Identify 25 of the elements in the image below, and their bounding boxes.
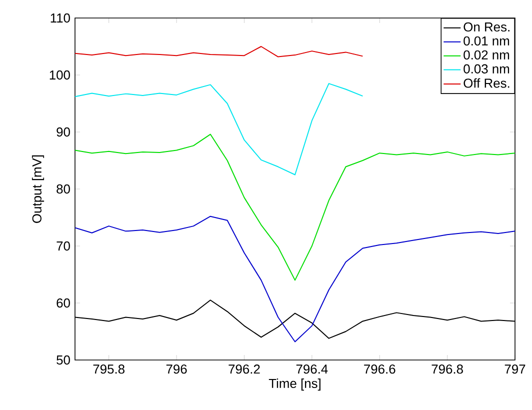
x-tick-label: 797	[504, 364, 526, 374]
legend-label: 0.02 nm	[464, 50, 510, 60]
line-series	[75, 83, 364, 176]
y-axis-title: Output [mV]	[32, 155, 44, 223]
y-tick-label: 100	[50, 70, 70, 80]
line-series	[75, 134, 516, 281]
x-tick-label: 796.4	[296, 364, 328, 374]
y-tick-label: 80	[56, 184, 70, 194]
x-tick-label: 796.8	[432, 364, 463, 374]
y-tick-label: 110	[50, 13, 70, 23]
y-tick-label: 90	[56, 127, 70, 137]
y-tick-label: 60	[56, 298, 70, 308]
x-tick-label: 796	[166, 364, 187, 374]
x-tick-label: 795.8	[93, 364, 124, 374]
x-tick-label: 796.2	[228, 364, 260, 374]
legend-label: 0.01 nm	[464, 36, 510, 46]
line-series	[75, 46, 364, 58]
x-tick-label: 796.6	[364, 364, 396, 374]
x-axis-title: Time [ns]	[268, 378, 320, 391]
legend-label: On Res.	[464, 22, 510, 32]
legend-label: Off Res.	[464, 78, 510, 88]
line-series	[75, 216, 516, 342]
legend-label: 0.03 nm	[464, 64, 510, 74]
y-tick-label: 70	[56, 241, 70, 251]
y-tick-label: 50	[56, 355, 70, 365]
